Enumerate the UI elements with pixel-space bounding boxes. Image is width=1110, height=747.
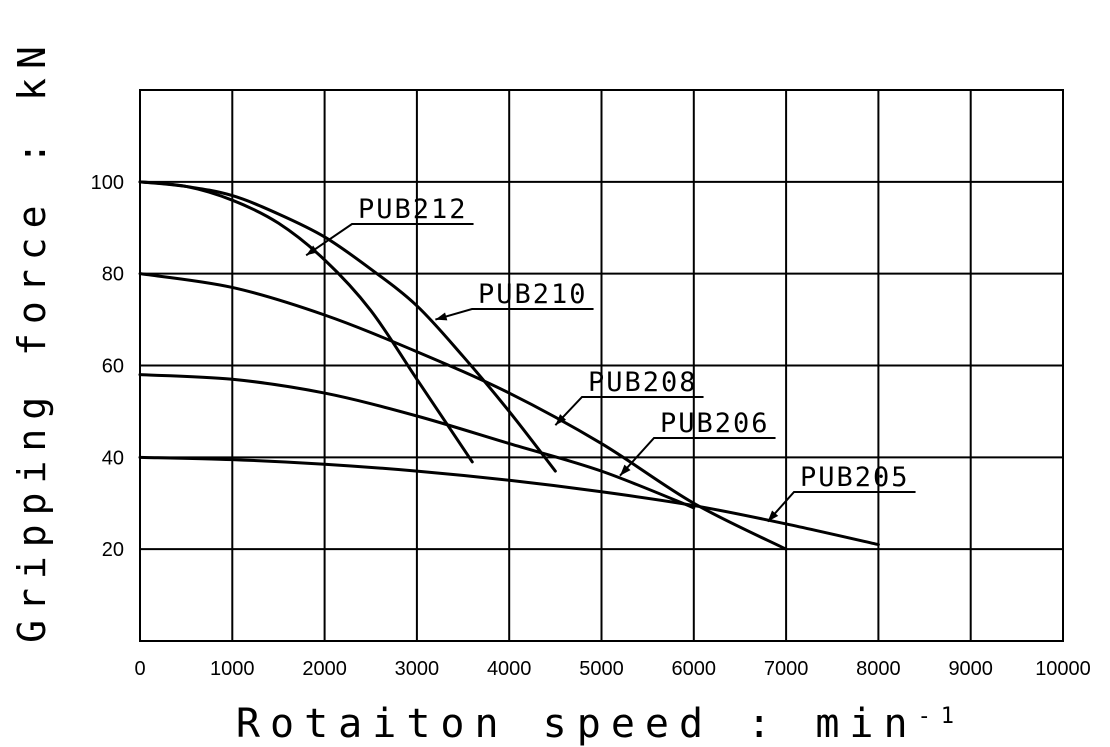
arrowhead-pub208 — [555, 414, 567, 426]
x-tick-label: 0 — [134, 658, 145, 680]
y-tick-label: 100 — [91, 172, 124, 194]
y-tick-label: 60 — [102, 356, 124, 378]
x-tick-label: 5000 — [579, 658, 624, 680]
leader-line-pub206 — [619, 437, 776, 477]
x-tick-label: 6000 — [672, 658, 717, 680]
x-tick-label: 9000 — [948, 658, 993, 680]
y-tick-label: 40 — [102, 447, 124, 469]
y-tick-label: 20 — [102, 539, 124, 561]
series-line-pub206 — [138, 373, 696, 510]
leader-line-pub205 — [766, 491, 916, 523]
x-tick-label: 2000 — [302, 658, 347, 680]
y-axis-title: Gripping force : kN — [10, 37, 54, 643]
series-line-pub205 — [138, 455, 880, 547]
plot-frame — [139, 89, 1064, 642]
series-label-pub206: PUB206 — [660, 408, 770, 439]
series-line-pub208 — [138, 272, 788, 551]
x-tick-label: 10000 — [1035, 658, 1091, 680]
leader-line-pub210 — [435, 308, 594, 321]
arrowhead-pub206 — [619, 464, 631, 476]
x-tick-label: 4000 — [487, 658, 532, 680]
x-tick-labels: 0 1000 2000 3000 4000 5000 6000 7000 8000 9000 100… — [134, 658, 1090, 680]
y-tick-labels: 20 40 60 80 100 — [91, 172, 124, 561]
x-tick-label: 1000 — [210, 658, 255, 680]
series-lines — [138, 180, 880, 551]
grid — [140, 90, 1063, 641]
series-label-pub205: PUB205 — [800, 462, 910, 493]
arrowhead-pub205 — [767, 510, 779, 522]
x-tick-label: 8000 — [856, 658, 901, 680]
series-label-pub212: PUB212 — [358, 194, 468, 225]
series-line-pub210 — [138, 180, 557, 473]
x-axis-title: Rotaiton speed : min-1 — [236, 701, 964, 747]
leader-line-pub212 — [305, 223, 474, 257]
series-label-pub208: PUB208 — [588, 367, 698, 398]
arrowhead-pub212 — [306, 245, 318, 256]
x-tick-label: 3000 — [395, 658, 440, 680]
series-labels: PUB212 PUB210 PUB208 PUB206 PUB205 — [305, 194, 916, 523]
series-label-pub210: PUB210 — [478, 279, 588, 310]
x-tick-label: 7000 — [764, 658, 809, 680]
leader-line-pub208 — [554, 396, 704, 426]
y-tick-label: 80 — [102, 264, 124, 286]
arrowhead-pub210 — [435, 312, 448, 321]
